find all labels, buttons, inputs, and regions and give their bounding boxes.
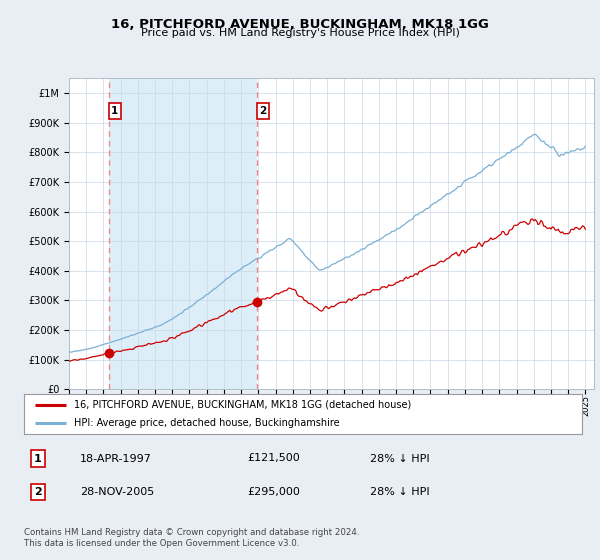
- Text: HPI: Average price, detached house, Buckinghamshire: HPI: Average price, detached house, Buck…: [74, 418, 340, 428]
- Text: £295,000: £295,000: [247, 487, 300, 497]
- Text: 18-APR-1997: 18-APR-1997: [80, 454, 152, 464]
- Text: Price paid vs. HM Land Registry's House Price Index (HPI): Price paid vs. HM Land Registry's House …: [140, 28, 460, 38]
- Text: 28% ↓ HPI: 28% ↓ HPI: [370, 454, 430, 464]
- Text: 16, PITCHFORD AVENUE, BUCKINGHAM, MK18 1GG (detached house): 16, PITCHFORD AVENUE, BUCKINGHAM, MK18 1…: [74, 400, 412, 410]
- Text: Contains HM Land Registry data © Crown copyright and database right 2024.
This d: Contains HM Land Registry data © Crown c…: [24, 528, 359, 548]
- Text: 28-NOV-2005: 28-NOV-2005: [80, 487, 154, 497]
- Bar: [109, 78, 257, 389]
- Text: £121,500: £121,500: [247, 454, 300, 464]
- Text: 2: 2: [34, 487, 42, 497]
- Text: 28% ↓ HPI: 28% ↓ HPI: [370, 487, 430, 497]
- Text: 16, PITCHFORD AVENUE, BUCKINGHAM, MK18 1GG: 16, PITCHFORD AVENUE, BUCKINGHAM, MK18 1…: [111, 18, 489, 31]
- Text: 1: 1: [34, 454, 42, 464]
- Text: 2: 2: [259, 106, 266, 116]
- Text: 1: 1: [111, 106, 118, 116]
